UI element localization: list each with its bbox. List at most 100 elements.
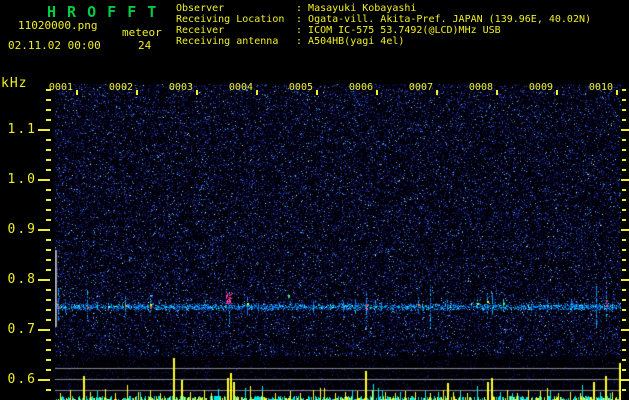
y-axis-minor-tick-right [622, 149, 626, 151]
meta-label: Receiving antenna [176, 36, 279, 47]
y-axis-major-tick-right [621, 229, 629, 231]
y-axis-minor-tick-left [46, 99, 51, 101]
spectrogram-canvas [55, 84, 621, 400]
y-axis-minor-tick-right [622, 169, 626, 171]
meta-row-receiving-location: Receiving Location: Ogata-vill. Akita-Pr… [176, 14, 591, 25]
x-axis-minute-tick [496, 90, 498, 95]
meta-row-receiving-antenna: Receiving antenna: A504HB(yagi 4el) [176, 36, 591, 47]
y-axis-tick-label: 0.8 [7, 272, 37, 287]
y-axis-minor-tick-left [46, 269, 51, 271]
meta-separator: : [296, 3, 309, 14]
x-axis-minute-tick [76, 90, 78, 95]
y-axis-minor-tick-right [622, 339, 626, 341]
y-axis-minor-tick-left [46, 389, 51, 391]
y-axis-major-tick-left [38, 179, 50, 181]
meteor-label: meteor [122, 26, 162, 39]
output-filename: 11020000.png [18, 19, 98, 32]
y-axis-minor-tick-left [46, 239, 51, 241]
x-axis-minute-tick [376, 90, 378, 95]
x-axis-minute-label: 0009 [528, 82, 553, 93]
x-axis-minute-label: 0008 [468, 82, 493, 93]
y-axis-minor-tick-right [622, 99, 626, 101]
y-axis-minor-tick-left [46, 299, 51, 301]
y-axis-minor-tick-right [622, 239, 626, 241]
y-axis-minor-tick-left [46, 209, 51, 211]
meta-separator: : [296, 14, 309, 25]
y-axis-major-tick-left [38, 229, 50, 231]
x-axis-minute-label: 0002 [108, 82, 133, 93]
y-axis-major-tick-right [621, 279, 629, 281]
y-axis-minor-tick-right [622, 289, 626, 291]
y-axis-minor-tick-left [46, 359, 51, 361]
meta-separator: : [296, 36, 309, 47]
y-axis-minor-tick-left [46, 219, 51, 221]
y-axis-minor-tick-right [622, 139, 626, 141]
x-axis-minute-label: 0006 [348, 82, 373, 93]
y-axis-minor-tick-right [622, 89, 626, 91]
x-axis-minute-tick [616, 90, 618, 95]
meta-value: Ogata-vill. Akita-Pref. JAPAN (139.96E, … [308, 14, 592, 25]
y-axis-minor-tick-right [622, 269, 626, 271]
y-axis-major-tick-left [38, 379, 50, 381]
y-axis-major-tick-right [621, 129, 629, 131]
y-axis-minor-tick-left [46, 249, 51, 251]
x-axis-minute-label: 0003 [168, 82, 193, 93]
meta-value: ICOM IC-575 53.7492(@LCD)MHz USB [308, 25, 501, 36]
y-axis-minor-tick-right [622, 359, 626, 361]
x-axis-minute-tick [256, 90, 258, 95]
y-axis-tick-label: 0.6 [7, 372, 37, 387]
y-axis-major-tick-right [621, 179, 629, 181]
observation-datetime: 02.11.02 00:00 [8, 39, 101, 52]
y-axis-minor-tick-right [622, 109, 626, 111]
app-title: H R O F F T [47, 3, 158, 21]
x-axis-minute-tick [196, 90, 198, 95]
y-axis-minor-tick-right [622, 159, 626, 161]
y-axis-minor-tick-right [622, 369, 626, 371]
y-axis-minor-tick-left [46, 289, 51, 291]
y-axis-major-tick-left [38, 129, 50, 131]
y-axis-tick-label: 1.0 [7, 172, 37, 187]
meta-row-observer: Observer: Masayuki Kobayashi [176, 3, 591, 14]
y-axis-minor-tick-left [46, 349, 51, 351]
meta-label: Receiving Location [176, 14, 285, 25]
meta-row-receiver: Receiver: ICOM IC-575 53.7492(@LCD)MHz U… [176, 25, 591, 36]
y-axis-minor-tick-left [46, 159, 51, 161]
y-axis-major-tick-right [621, 329, 629, 331]
x-axis-minute-tick [316, 90, 318, 95]
y-axis-minor-tick-right [622, 119, 626, 121]
x-axis-minute-label: 0007 [408, 82, 433, 93]
y-axis-minor-tick-left [46, 309, 51, 311]
meta-value: A504HB(yagi 4el) [308, 36, 405, 47]
y-axis-minor-tick-left [46, 369, 51, 371]
y-axis-minor-tick-right [622, 219, 626, 221]
y-axis-minor-tick-left [46, 89, 51, 91]
y-axis-minor-tick-right [622, 249, 626, 251]
y-axis-minor-tick-right [622, 259, 626, 261]
y-axis-minor-tick-right [622, 389, 626, 391]
y-axis-minor-tick-left [46, 119, 51, 121]
x-axis-minute-tick [136, 90, 138, 95]
y-axis-tick-label: 0.7 [7, 322, 37, 337]
x-axis-minute-label: 0010 [588, 82, 613, 93]
meta-value: Masayuki Kobayashi [308, 3, 417, 14]
x-axis-minute-tick [436, 90, 438, 95]
y-axis-minor-tick-right [622, 189, 626, 191]
y-axis-minor-tick-left [46, 169, 51, 171]
y-axis-minor-tick-left [46, 319, 51, 321]
meteor-count: 24 [138, 39, 152, 52]
y-axis-minor-tick-right [622, 309, 626, 311]
y-axis-unit-label: kHz [1, 76, 28, 91]
y-axis-major-tick-left [38, 329, 50, 331]
y-axis-minor-tick-left [46, 199, 51, 201]
y-axis-minor-tick-right [622, 349, 626, 351]
y-axis-minor-tick-left [46, 259, 51, 261]
y-axis-tick-label: 1.1 [7, 122, 37, 137]
x-axis-minute-tick [556, 90, 558, 95]
y-axis-minor-tick-left [46, 339, 51, 341]
y-axis-minor-tick-left [46, 189, 51, 191]
meta-separator: : [296, 25, 309, 36]
x-axis-minute-label: 0001 [48, 82, 73, 93]
y-axis-minor-tick-left [46, 149, 51, 151]
meta-label: Observer [176, 3, 225, 14]
y-axis-major-tick-right [621, 379, 629, 381]
